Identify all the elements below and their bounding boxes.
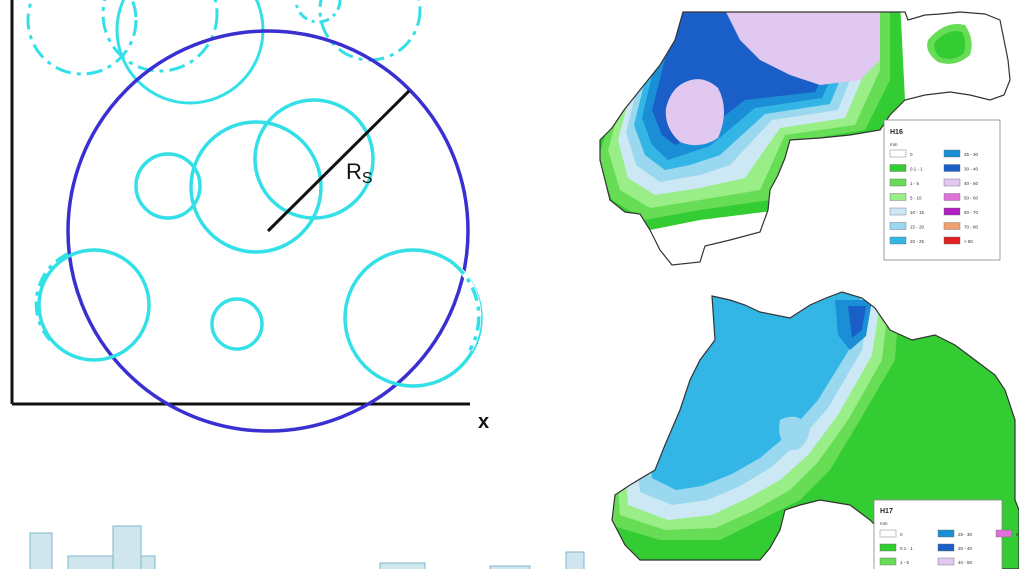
small-circle xyxy=(189,120,323,254)
legend-swatch xyxy=(879,557,897,566)
legend-swatch xyxy=(889,193,907,201)
legend-label: 0.1 - 1 xyxy=(910,167,923,172)
legend-swatch xyxy=(937,529,955,538)
small-circle xyxy=(210,297,264,351)
radius-label-sub: S xyxy=(362,170,373,187)
legend-swatch xyxy=(943,236,961,245)
small-circle-edge-dashed xyxy=(452,262,481,351)
legend-swatch xyxy=(943,164,961,172)
radius-line xyxy=(266,89,411,233)
bar xyxy=(140,555,156,569)
legend-swatch xyxy=(889,207,907,216)
circle-diagram: x RS xyxy=(10,0,489,433)
legend-box xyxy=(883,119,1001,261)
small-circle-dashed xyxy=(294,0,342,24)
rainfall-map-h16: H16 mm 0 0.1 - 1 1 - 5 5 - 10 10 - 15 15 - 20… xyxy=(599,11,1011,266)
small-circle-edge xyxy=(37,248,151,362)
bar xyxy=(565,551,585,569)
legend-swatch xyxy=(943,178,961,187)
legend-swatch xyxy=(943,149,961,158)
radius-label-main: R xyxy=(346,159,362,184)
small-circle xyxy=(115,0,265,105)
legend-label: 30 - 40 xyxy=(964,167,979,172)
bar xyxy=(67,555,114,569)
legend-swatch xyxy=(937,557,955,566)
legend-swatch xyxy=(943,222,961,230)
bar xyxy=(29,532,53,569)
small-circle xyxy=(134,152,202,220)
legend-swatch xyxy=(889,149,907,158)
legend-label: 40 - 50 xyxy=(958,560,973,565)
legend-label: 30 - 40 xyxy=(958,546,973,551)
legend-swatch xyxy=(879,529,897,538)
legend-unit: mm xyxy=(890,142,898,147)
legend-label: 40 - 50 xyxy=(964,181,979,186)
legend-swatch xyxy=(889,178,907,187)
bar xyxy=(489,565,531,569)
legend-swatch xyxy=(937,543,955,552)
legend-label: 0 xyxy=(900,532,903,537)
legend-label: 15 - 20 xyxy=(910,225,925,230)
x-axis-label: x xyxy=(478,411,489,433)
legend-label: 20 - 25 xyxy=(910,239,925,244)
legend-label: 25 - 30 xyxy=(958,532,973,537)
legend-h17: H17 mm 0 0.1 - 1 1 - 5 25 - 30 30 - 40 40 - 5… xyxy=(873,499,1019,569)
legend-label: 50 - 60 xyxy=(964,196,979,201)
legend-title: H17 xyxy=(880,508,893,515)
legend-label: 50 - 60 xyxy=(1016,532,1019,537)
legend-label: 0 xyxy=(910,152,913,157)
legend-label: > 80 xyxy=(964,239,973,244)
rainfall-map-h17: H17 mm 0 0.1 - 1 1 - 5 25 - 30 30 - 40 40 - 5… xyxy=(611,291,1019,569)
legend-label: 5 - 10 xyxy=(910,196,922,201)
legend-swatch xyxy=(889,222,907,230)
legend-label: 60 - 70 xyxy=(964,210,979,215)
bar xyxy=(112,525,142,569)
legend-h16: H16 mm 0 0.1 - 1 1 - 5 5 - 10 10 - 15 15 - 20… xyxy=(883,119,1001,261)
legend-swatch xyxy=(889,164,907,172)
legend-label: 25 - 30 xyxy=(964,152,979,157)
small-circle-dashed xyxy=(26,0,138,76)
search-radius-circle xyxy=(66,29,470,433)
legend-label: 1 - 5 xyxy=(910,181,920,186)
legend-label: 10 - 15 xyxy=(910,210,925,215)
bar xyxy=(379,562,426,569)
legend-label: 0.1 - 1 xyxy=(900,546,913,551)
partial-bar-chart xyxy=(29,525,585,569)
legend-label: 70 - 80 xyxy=(964,225,979,230)
legend-swatch xyxy=(995,529,1013,538)
legend-swatch xyxy=(879,543,897,552)
legend-unit: mm xyxy=(880,521,888,526)
small-circle-dashed xyxy=(101,0,219,73)
small-circle-dashed xyxy=(318,0,422,62)
radius-label: RS xyxy=(346,159,373,187)
legend-swatch xyxy=(943,193,961,201)
legend-title: H16 xyxy=(890,129,903,136)
legend-swatch xyxy=(889,236,907,245)
legend-swatch xyxy=(943,207,961,216)
legend-label: 1 - 5 xyxy=(900,560,910,565)
small-circle-edge-dashed xyxy=(34,252,69,342)
